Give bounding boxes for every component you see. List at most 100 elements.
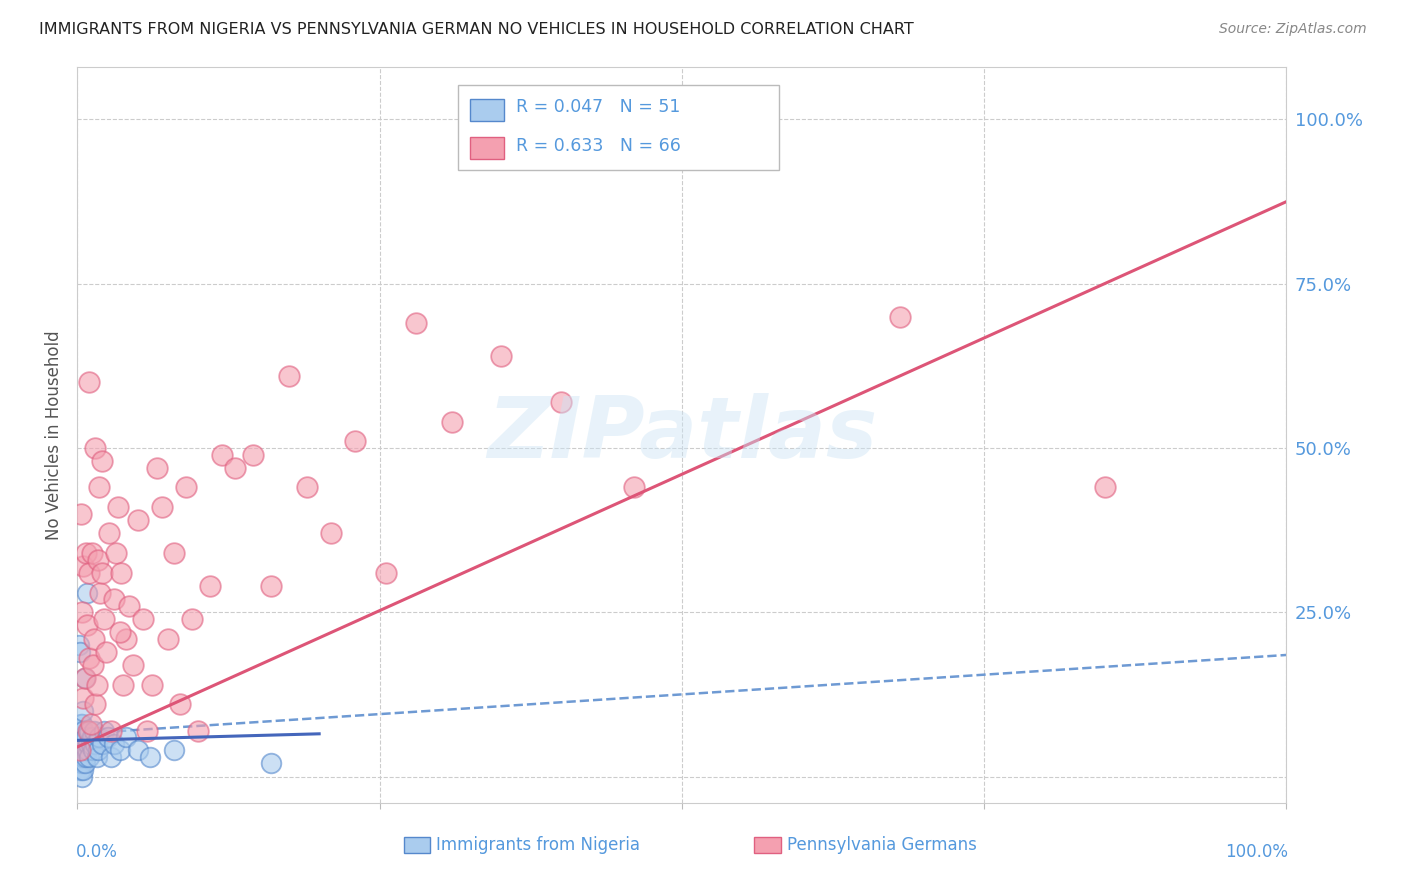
Point <box>374 566 396 580</box>
Point <box>70 770 93 784</box>
Point <box>114 730 136 744</box>
Point <box>80 730 103 744</box>
Point <box>70 756 93 771</box>
Point <box>260 579 283 593</box>
Point <box>73 671 96 685</box>
Text: ZIPatlas: ZIPatlas <box>486 393 877 476</box>
Point <box>90 454 112 468</box>
Point <box>110 566 132 580</box>
Point <box>70 717 93 731</box>
Point <box>187 723 209 738</box>
FancyBboxPatch shape <box>470 136 505 159</box>
FancyBboxPatch shape <box>470 98 505 120</box>
Point <box>122 657 145 672</box>
Text: Pennsylvania Germans: Pennsylvania Germans <box>787 836 977 854</box>
Point <box>150 500 173 515</box>
FancyBboxPatch shape <box>458 86 779 170</box>
Point <box>211 448 233 462</box>
FancyBboxPatch shape <box>404 837 430 853</box>
Point <box>75 730 97 744</box>
Point <box>72 763 94 777</box>
Point <box>157 632 180 646</box>
Point <box>131 612 153 626</box>
Point <box>87 743 110 757</box>
Point <box>73 756 96 771</box>
Text: R = 0.633   N = 66: R = 0.633 N = 66 <box>516 137 681 155</box>
Point <box>93 612 115 626</box>
Point <box>72 559 94 574</box>
Point <box>67 638 90 652</box>
Point <box>90 737 112 751</box>
Point <box>79 749 101 764</box>
Point <box>169 698 191 712</box>
Point <box>82 657 104 672</box>
Point <box>1094 480 1116 494</box>
Point <box>77 737 100 751</box>
Point <box>889 310 911 324</box>
Point <box>321 526 343 541</box>
Point <box>69 723 91 738</box>
Point <box>70 749 93 764</box>
Point <box>242 448 264 462</box>
Point <box>76 618 98 632</box>
Point <box>174 480 197 494</box>
Point <box>260 756 283 771</box>
Point <box>73 671 96 685</box>
FancyBboxPatch shape <box>755 837 782 853</box>
Point <box>181 612 204 626</box>
Point <box>67 743 90 757</box>
Text: 0.0%: 0.0% <box>76 843 118 862</box>
Point <box>100 723 122 738</box>
Point <box>405 316 427 330</box>
Point <box>79 566 101 580</box>
Point <box>114 632 136 646</box>
Point <box>69 743 91 757</box>
Point <box>96 730 118 744</box>
Point <box>86 677 108 691</box>
Point <box>70 763 93 777</box>
Point <box>73 743 96 757</box>
Point <box>105 546 128 560</box>
Point <box>163 546 186 560</box>
Point <box>69 645 91 659</box>
Y-axis label: No Vehicles in Household: No Vehicles in Household <box>45 330 63 540</box>
Point <box>72 737 94 751</box>
Point <box>89 585 111 599</box>
Point <box>67 730 90 744</box>
Point <box>72 704 94 718</box>
Text: Source: ZipAtlas.com: Source: ZipAtlas.com <box>1219 22 1367 37</box>
Point <box>69 737 91 751</box>
Point <box>83 723 105 738</box>
Point <box>79 717 101 731</box>
Point <box>278 368 301 383</box>
Point <box>97 526 120 541</box>
Point <box>118 599 141 613</box>
Point <box>83 632 105 646</box>
Point <box>107 500 129 515</box>
Point <box>100 749 122 764</box>
Point <box>146 460 169 475</box>
Point <box>76 585 98 599</box>
Point <box>489 349 512 363</box>
Point <box>127 743 149 757</box>
Point <box>108 624 131 639</box>
Point <box>224 460 246 475</box>
Point <box>79 737 101 751</box>
Point <box>86 749 108 764</box>
Point <box>103 737 125 751</box>
Point <box>84 698 107 712</box>
Point <box>87 480 110 494</box>
Point <box>200 579 222 593</box>
Point <box>112 677 135 691</box>
Text: IMMIGRANTS FROM NIGERIA VS PENNSYLVANIA GERMAN NO VEHICLES IN HOUSEHOLD CORRELAT: IMMIGRANTS FROM NIGERIA VS PENNSYLVANIA … <box>39 22 914 37</box>
Point <box>80 546 103 560</box>
Point <box>84 737 107 751</box>
Point <box>84 441 107 455</box>
Point <box>623 480 645 494</box>
Point <box>87 552 110 566</box>
Point <box>139 749 162 764</box>
Point <box>70 730 93 744</box>
Point <box>72 723 94 738</box>
Point <box>70 605 93 619</box>
Point <box>70 743 93 757</box>
